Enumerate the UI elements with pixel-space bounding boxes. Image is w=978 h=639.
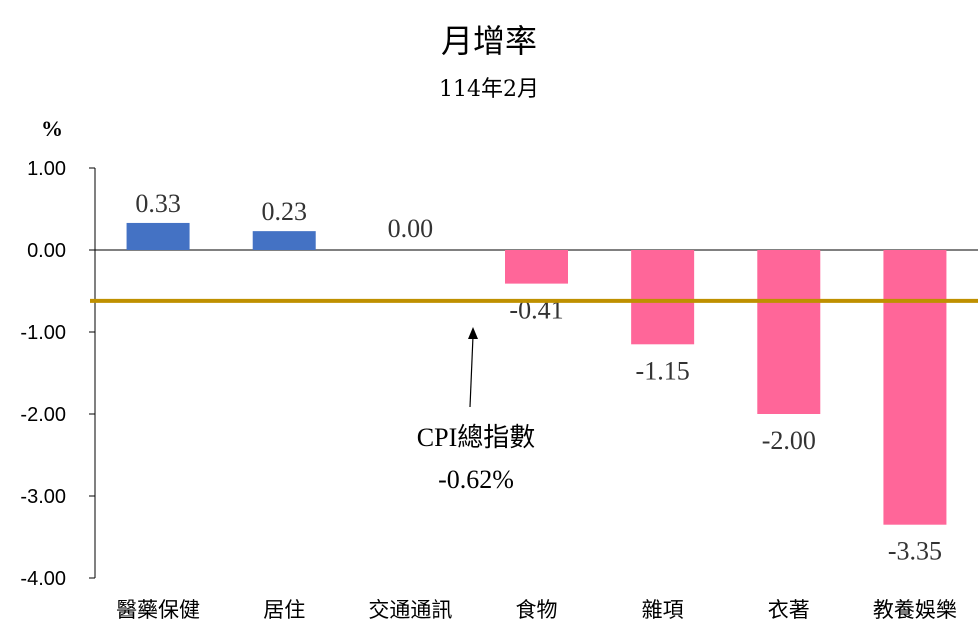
data-label: -1.15 bbox=[636, 356, 690, 385]
y-tick-label: -3.00 bbox=[20, 486, 66, 508]
y-tick-label: -2.00 bbox=[20, 404, 66, 426]
bar bbox=[757, 250, 821, 414]
data-label: -2.00 bbox=[762, 426, 816, 455]
x-tick-label: 雜項 bbox=[642, 598, 684, 622]
bar bbox=[631, 250, 695, 345]
cpi-annotation-value: -0.62% bbox=[438, 465, 514, 494]
data-label: 0.00 bbox=[388, 214, 434, 243]
x-tick-label: 交通通訊 bbox=[368, 598, 452, 622]
x-tick-label: 醫藥保健 bbox=[116, 598, 200, 622]
x-tick-label: 教養娛樂 bbox=[873, 598, 957, 622]
bar-series bbox=[126, 222, 947, 525]
bar bbox=[126, 222, 190, 250]
x-tick-label: 食物 bbox=[516, 598, 558, 622]
data-label: -3.35 bbox=[888, 537, 942, 566]
y-axis-unit: % bbox=[41, 116, 63, 141]
y-tick-label: -4.00 bbox=[20, 568, 66, 590]
annotation-arrow-head bbox=[468, 327, 478, 339]
data-label: 0.23 bbox=[261, 197, 307, 226]
cpi-annotation-label: CPI總指數 bbox=[417, 423, 535, 452]
annotation-arrow-shaft bbox=[469, 335, 474, 408]
x-tick-label: 居住 bbox=[263, 598, 305, 622]
y-tick-label: 0.00 bbox=[27, 240, 66, 262]
bar bbox=[505, 250, 568, 284]
data-label: 0.33 bbox=[135, 189, 181, 218]
chart-subtitle: 114年2月 bbox=[439, 77, 539, 102]
bar bbox=[252, 231, 316, 250]
y-tick-label: -1.00 bbox=[20, 322, 66, 344]
y-axis-ticks: 1.00 0.00 -1.00 -2.00 -3.00 -4.00 bbox=[20, 158, 95, 590]
x-axis-ticks: 醫藥保健 居住 交通通訊 食物 雜項 衣著 教養娛樂 bbox=[116, 598, 957, 622]
bar bbox=[883, 250, 947, 525]
x-tick-label: 衣著 bbox=[768, 598, 810, 622]
y-tick-label: 1.00 bbox=[27, 158, 66, 180]
chart-title: 月增率 bbox=[441, 22, 537, 60]
data-labels: 0.33 0.230.00-0.41-1.15-2.00-3.35 bbox=[135, 189, 942, 566]
